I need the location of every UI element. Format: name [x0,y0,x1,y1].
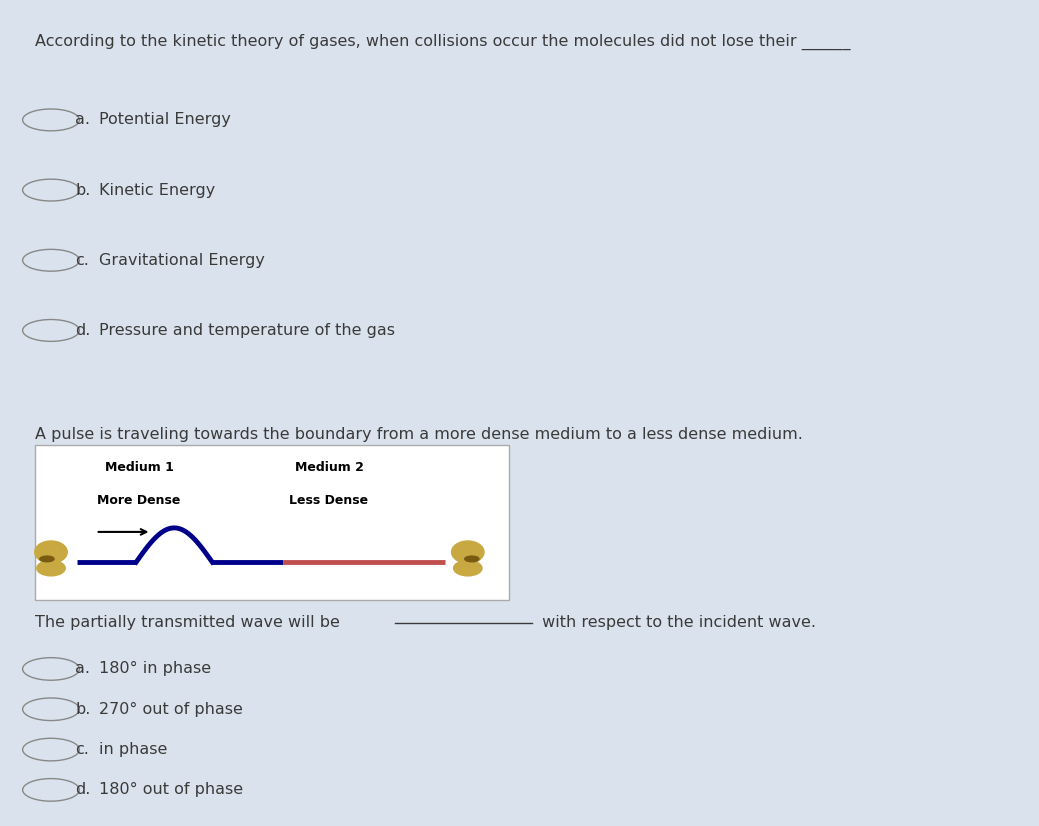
Text: c.: c. [76,253,89,268]
Text: A pulse is traveling towards the boundary from a more dense medium to a less den: A pulse is traveling towards the boundar… [34,427,803,442]
Text: a.: a. [76,112,90,127]
Text: d.: d. [76,782,90,797]
Text: Pressure and temperature of the gas: Pressure and temperature of the gas [99,323,395,338]
Text: Gravitational Energy: Gravitational Energy [99,253,265,268]
Text: a.: a. [76,662,90,676]
Circle shape [464,556,479,562]
Ellipse shape [454,561,482,576]
Ellipse shape [452,541,484,563]
Ellipse shape [34,541,68,563]
Circle shape [39,556,54,562]
Text: d.: d. [76,323,90,338]
Text: with respect to the incident wave.: with respect to the incident wave. [537,615,816,629]
Text: b.: b. [76,183,90,197]
Text: c.: c. [76,742,89,757]
Text: 180° out of phase: 180° out of phase [99,782,243,797]
Text: Medium 1: Medium 1 [105,462,174,474]
Text: Kinetic Energy: Kinetic Energy [99,183,215,197]
Text: Less Dense: Less Dense [290,494,369,506]
Text: The partially transmitted wave will be: The partially transmitted wave will be [34,615,345,629]
Ellipse shape [36,561,65,576]
Text: Potential Energy: Potential Energy [99,112,231,127]
Text: According to the kinetic theory of gases, when collisions occur the molecules di: According to the kinetic theory of gases… [34,34,850,50]
FancyBboxPatch shape [34,445,509,601]
Text: Medium 2: Medium 2 [295,462,364,474]
Text: More Dense: More Dense [98,494,181,506]
Text: in phase: in phase [99,742,167,757]
Text: b.: b. [76,702,90,717]
Text: 180° in phase: 180° in phase [99,662,211,676]
Text: 270° out of phase: 270° out of phase [99,702,242,717]
